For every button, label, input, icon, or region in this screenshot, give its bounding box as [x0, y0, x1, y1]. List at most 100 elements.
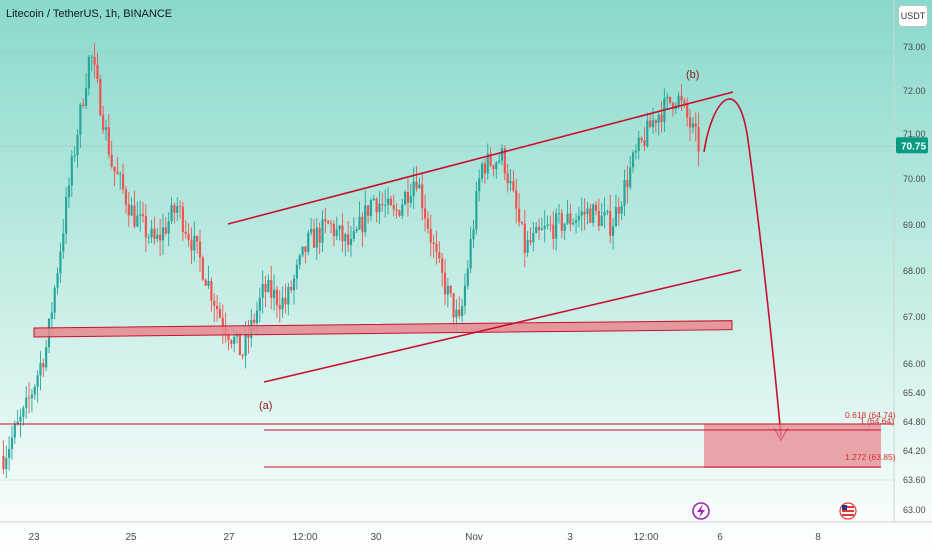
candle: [489, 147, 492, 168]
y-tick-label: 73.00: [903, 42, 926, 52]
candle: [218, 302, 222, 319]
candle-body: [694, 123, 697, 128]
candle: [597, 198, 600, 231]
candle: [600, 203, 603, 227]
candle-body: [512, 181, 515, 191]
y-tick-label: 66.00: [903, 359, 926, 369]
candle: [637, 131, 640, 160]
candle: [415, 165, 418, 192]
candle: [577, 207, 581, 228]
candle: [216, 295, 219, 322]
candle-body: [50, 312, 53, 319]
candle: [409, 183, 412, 208]
candle: [65, 186, 68, 244]
candle: [375, 197, 378, 223]
candle-body: [640, 137, 643, 141]
candle-body: [688, 117, 692, 128]
x-tick-label: 6: [717, 532, 723, 543]
candle-body: [603, 212, 606, 216]
candle-body: [36, 375, 39, 387]
candle-body: [418, 184, 421, 189]
candle: [107, 113, 110, 159]
candle-body: [515, 190, 518, 209]
candle-body: [375, 198, 378, 213]
candle: [438, 241, 441, 264]
candle-body: [475, 191, 478, 230]
candle-body: [93, 56, 96, 65]
candle-body: [272, 289, 276, 298]
candle-body: [70, 156, 73, 186]
candle: [2, 440, 5, 475]
x-tick-label: 23: [28, 532, 40, 543]
candle: [651, 107, 655, 134]
candle-body: [284, 297, 287, 305]
candle: [67, 177, 71, 209]
candle-body: [643, 140, 646, 146]
candle: [221, 304, 224, 344]
candle-body: [244, 333, 247, 356]
candle: [33, 384, 36, 400]
candle: [398, 209, 401, 218]
candle: [261, 270, 264, 314]
candle-body: [612, 226, 615, 236]
candle: [102, 105, 105, 134]
candle: [603, 197, 606, 228]
candle: [93, 42, 96, 79]
candle: [258, 287, 261, 323]
candle-body: [580, 211, 583, 216]
candle-body: [526, 239, 529, 253]
candle: [59, 242, 62, 284]
candle-body: [110, 154, 113, 167]
candle: [141, 201, 145, 223]
candle-body: [16, 421, 19, 425]
candle-body: [187, 234, 190, 240]
candle: [184, 220, 187, 239]
candle: [520, 221, 524, 226]
flag-icon-us[interactable]: [839, 502, 857, 520]
candle: [25, 386, 28, 419]
candle-body: [518, 208, 521, 222]
candle: [335, 216, 338, 241]
candle-body: [19, 416, 22, 422]
candle: [512, 170, 515, 193]
candle-body: [671, 102, 675, 109]
candle-body: [341, 225, 344, 242]
y-tick-label: 72.00: [903, 86, 926, 96]
candle: [153, 216, 156, 245]
candle-body: [540, 228, 543, 230]
candle-body: [666, 96, 669, 99]
candle-body: [649, 120, 652, 128]
candle-body: [415, 181, 418, 189]
event-icon-lightning[interactable]: [692, 502, 710, 520]
candle: [352, 217, 355, 242]
candle-body: [349, 238, 353, 245]
candle: [361, 212, 364, 248]
candle: [634, 144, 637, 160]
candle-body: [435, 243, 438, 253]
price-axis[interactable]: 73.00 72.00 71.00 70.00 69.00 68.00 67.00 66.00…: [896, 42, 928, 515]
candle: [463, 273, 467, 315]
candle-body: [261, 283, 264, 298]
candle: [267, 274, 270, 294]
y-tick-label: 68.00: [903, 266, 926, 276]
candle-body: [107, 127, 110, 155]
candle: [631, 149, 635, 173]
candle: [449, 285, 452, 298]
candle-body: [537, 226, 541, 230]
time-axis[interactable]: 23 25 27 12:00 30 Nov 3 12:00 6 8: [28, 532, 821, 543]
candle: [552, 210, 555, 250]
candle: [683, 98, 686, 108]
candle-body: [472, 229, 475, 240]
candle: [649, 112, 652, 128]
y-tick-label: 63.60: [903, 475, 926, 485]
candle-body: [121, 174, 125, 190]
candle-body: [33, 386, 36, 395]
candle: [56, 267, 59, 295]
candle-body: [84, 88, 88, 106]
candle-body: [529, 239, 532, 243]
candle: [124, 185, 128, 214]
candle-body: [27, 397, 31, 399]
currency-button[interactable]: USDT: [898, 5, 928, 27]
candle: [79, 102, 82, 148]
